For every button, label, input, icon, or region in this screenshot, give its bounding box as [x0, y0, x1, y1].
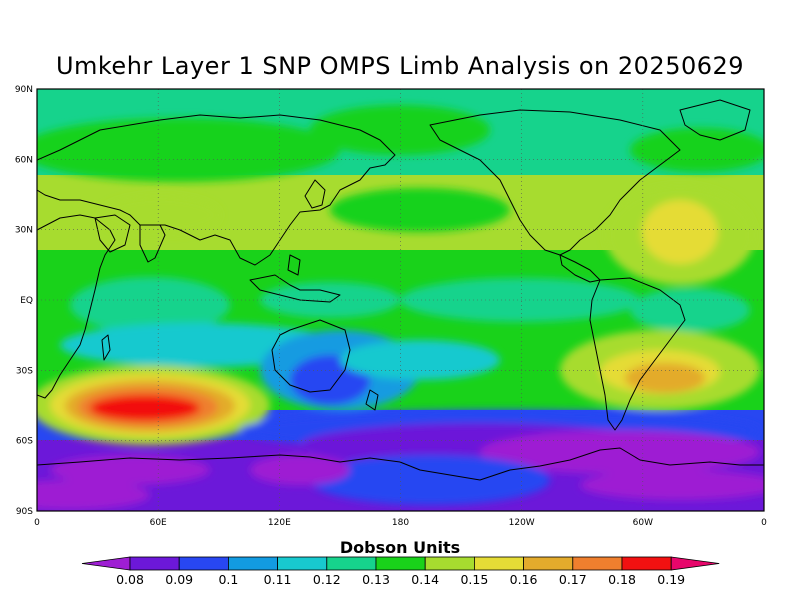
blob-antarctica-east	[250, 455, 350, 485]
lon-tick-label: 0	[34, 518, 40, 528]
colorbar-segment	[523, 556, 574, 571]
south-america-coast	[589, 277, 686, 431]
blob-antarctic-atlantic-low	[50, 455, 210, 485]
lat-tick-label: 30S	[16, 366, 33, 376]
colorbar-segment	[572, 556, 623, 571]
lon-tick-label: 180	[392, 518, 409, 528]
colorbar-level-label: 0.08	[116, 572, 144, 587]
lat-axis: 90N 60N 30N EQ 30S 60S 90S	[15, 85, 33, 517]
north-america-coast	[429, 109, 681, 256]
colorbar-segment	[326, 556, 377, 571]
lat-tick-label: 60S	[16, 437, 33, 447]
indonesia-coast	[249, 274, 341, 303]
blob-north-atlantic-high	[630, 128, 764, 172]
map-field	[37, 89, 764, 511]
lat-tick-label: 90S	[16, 507, 33, 517]
colorbar-segment	[375, 556, 426, 571]
colorbar-title: Dobson Units	[340, 538, 460, 557]
lon-tick-label: 0	[761, 518, 767, 528]
colorbar-lower-extend	[81, 556, 131, 571]
blob-bering	[310, 105, 490, 155]
colorbar-segment	[424, 556, 475, 571]
colorbar-level-label: 0.09	[165, 572, 193, 587]
colorbar-segment	[621, 556, 672, 571]
colorbar-segment	[129, 556, 180, 571]
blob-north-pacific	[330, 188, 510, 232]
blob-sai-19	[90, 395, 200, 421]
lon-tick-label: 60E	[150, 518, 167, 528]
blob-atlantic-max	[642, 200, 718, 264]
colorbar: 0.08 0.09 0.1 0.11 0.12 0.13 0.14 0.15 0.16 0.17 0…	[81, 556, 720, 587]
colorbar-level-label: 0.14	[411, 572, 439, 587]
lat-tick-label: 30N	[15, 226, 33, 236]
lon-tick-label: 120E	[268, 518, 291, 528]
blob-indian-ocean	[70, 277, 230, 333]
colorbar-level-label: 0.12	[313, 572, 341, 587]
chart-title: Umkehr Layer 1 SNP OMPS Limb Analysis on…	[55, 52, 745, 80]
blob-antarctica-west	[580, 470, 764, 500]
blob-central-pacific	[400, 278, 640, 322]
colorbar-level-label: 0.15	[460, 572, 488, 587]
map-frame	[36, 88, 765, 512]
lat-tick-label: 90N	[15, 85, 33, 95]
colorbar-level-label: 0.19	[657, 572, 685, 587]
africa-coast	[37, 214, 116, 399]
antarctica-coast	[37, 447, 764, 481]
colorbar-level-label: 0.11	[264, 572, 292, 587]
lat-tick-label: 60N	[15, 155, 33, 165]
philippines-coast	[287, 254, 301, 276]
blob-south-america-max	[625, 363, 705, 393]
colorbar-level-label: 0.18	[608, 572, 636, 587]
colorbar-level-label: 0.17	[559, 572, 587, 587]
lon-axis: 0 60E 120E 180 120W 60W 0	[34, 518, 767, 528]
colorbar-segment	[277, 556, 328, 571]
colorbar-segment	[473, 556, 524, 571]
colorbar-level-label: 0.1	[218, 572, 238, 587]
colorbar-level-label: 0.16	[510, 572, 538, 587]
field-blobs	[37, 105, 764, 510]
colorbar-segment	[227, 556, 278, 571]
lon-tick-label: 120W	[509, 518, 535, 528]
central-america-coast	[559, 254, 601, 283]
japan-coast	[304, 179, 326, 209]
blob-central-asia	[100, 195, 220, 235]
blob-antarctica-central	[310, 455, 550, 505]
eurasia-coast	[37, 114, 396, 266]
coastlines	[37, 99, 764, 481]
blob-south-atlantic-trop	[630, 288, 750, 332]
madagascar-coast	[101, 334, 111, 361]
blob-antarctica-south-atlantic	[37, 480, 150, 510]
colorbar-segment	[178, 556, 229, 571]
greenland-coast	[679, 99, 751, 141]
arabia-coast	[94, 214, 131, 253]
colorbar-upper-extend	[670, 556, 720, 571]
blob-tasman	[340, 340, 500, 380]
colorbar-level-label: 0.13	[362, 572, 390, 587]
australia-coast	[271, 319, 351, 393]
blob-eurasia-north	[37, 118, 340, 182]
lon-tick-label: 60W	[633, 518, 653, 528]
new-zealand-coast	[365, 389, 379, 411]
lat-tick-label: EQ	[20, 296, 33, 306]
